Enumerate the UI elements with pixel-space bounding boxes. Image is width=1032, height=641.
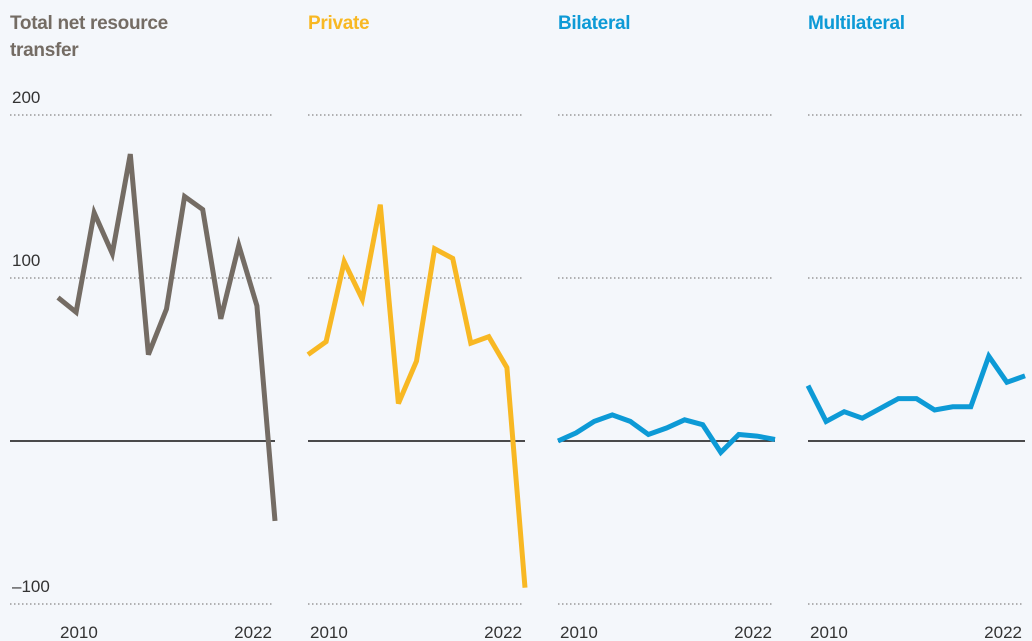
- x-tick-label: 2010: [560, 623, 598, 641]
- x-tick-label: 2010: [810, 623, 848, 641]
- data-line: [56, 153, 278, 522]
- x-tick-label: 2022: [984, 623, 1022, 641]
- x-tick-label: 2022: [484, 623, 522, 641]
- data-line: [306, 204, 528, 588]
- data-line: [556, 412, 776, 457]
- y-tick-label: 200: [12, 88, 40, 107]
- x-tick-label: 2022: [734, 623, 772, 641]
- chart-title: Total net resource transfer: [10, 13, 168, 61]
- chart-title: Private: [308, 13, 370, 34]
- x-tick-label: 2022: [234, 623, 272, 641]
- y-tick-label: –100: [12, 577, 50, 596]
- chart-title: Multilateral: [808, 13, 905, 34]
- chart-title: Bilateral: [558, 13, 631, 34]
- x-tick-label: 2010: [60, 623, 98, 641]
- y-tick-label: 100: [12, 251, 40, 270]
- data-line: [805, 350, 1026, 425]
- x-tick-label: 2010: [310, 623, 348, 641]
